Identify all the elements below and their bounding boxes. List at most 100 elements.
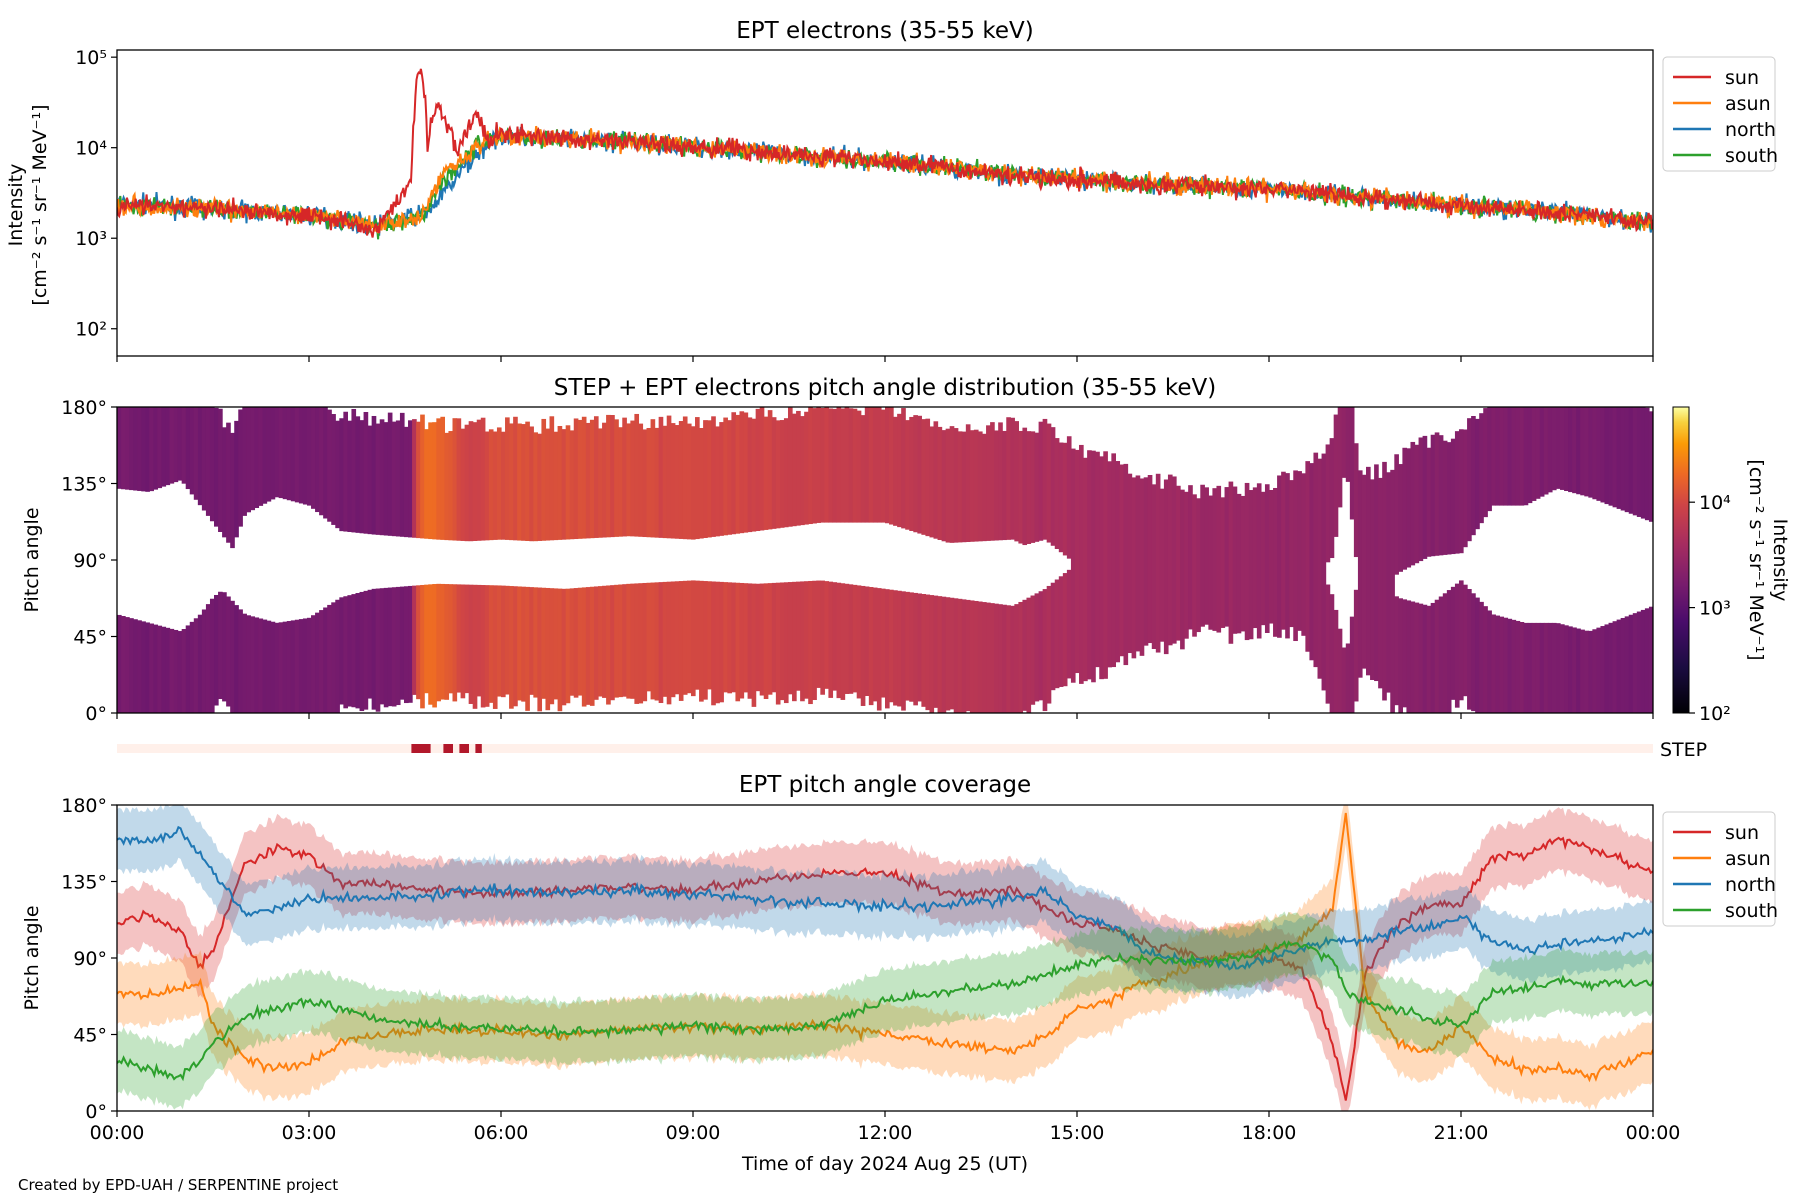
pad-heatmap-cell [464, 584, 470, 694]
pad-heatmap-cell [153, 407, 159, 490]
pad-heatmap-cell [286, 407, 292, 501]
pad-heatmap-cell [1370, 479, 1375, 680]
pad-heatmap-cell [1523, 407, 1529, 506]
coverage-y-tick-label: 90° [73, 948, 107, 970]
pad-heatmap-cell [901, 591, 906, 711]
pad-heatmap-cell [416, 421, 421, 539]
pad-heatmap-cell [351, 594, 357, 708]
pad-heatmap-cell [1062, 573, 1068, 687]
pad-heatmap-cell [505, 585, 510, 695]
pad-heatmap-cell [472, 584, 478, 709]
pad-heatmap-cell [1333, 609, 1339, 713]
pad-heatmap-cell [1576, 628, 1581, 713]
pad-heatmap-cell [1398, 598, 1403, 713]
pad-heatmap-cell [254, 407, 260, 509]
pad-heatmap-cell [375, 588, 381, 712]
pad-heatmap-cell [395, 586, 401, 706]
pad-heatmap-cell [145, 407, 150, 492]
pad-heatmap-cell [763, 416, 769, 530]
pad-heatmap-cell [929, 595, 935, 713]
pad-heatmap-cell [848, 408, 854, 523]
pad-heatmap-cell [1095, 451, 1100, 668]
pad-heatmap-cell [521, 586, 526, 702]
pad-heatmap-cell [1232, 486, 1238, 634]
pad-heatmap-cell [298, 619, 304, 713]
pad-heatmap-cell [1543, 407, 1549, 495]
pad-heatmap-cell [808, 580, 813, 705]
pad-heatmap-cell [889, 407, 894, 525]
pad-heatmap-cell [860, 585, 866, 706]
pad-heatmap-cell [832, 408, 838, 523]
pad-heatmap-cell [347, 595, 353, 707]
pad-heatmap-cell [937, 426, 943, 540]
x-axis-label: Time of day 2024 Aug 25 (UT) [741, 1153, 1028, 1175]
pad-heatmap-cell [1289, 480, 1294, 628]
pad-heatmap-cell [1200, 484, 1205, 627]
pad-heatmap-cell [703, 581, 708, 700]
pad-heatmap-cell [444, 584, 450, 700]
pad-heatmap-cell [460, 428, 466, 541]
pad-heatmap-cell [1560, 624, 1565, 713]
intensity-panel-title: EPT electrons (35-55 keV) [736, 18, 1033, 44]
pad-heatmap-cell [222, 427, 227, 538]
step-segment [411, 744, 431, 753]
pad-heatmap-cell [1507, 618, 1513, 713]
pad-heatmap-cell [496, 585, 502, 697]
pad-heatmap-cell [1034, 432, 1040, 542]
pad-heatmap-cell [1463, 584, 1468, 697]
coverage-y-label: Pitch angle [21, 905, 43, 1010]
pad-heatmap-cell [646, 582, 652, 692]
pad-heatmap-cell [1087, 450, 1092, 680]
pad-heatmap-cell [169, 407, 175, 484]
pad-heatmap-cell [1640, 407, 1646, 519]
pad-heatmap-cell [965, 599, 971, 712]
pad-heatmap-cell [1499, 616, 1505, 713]
pad-heatmap-cell [678, 581, 684, 701]
pad-heatmap-cell [658, 416, 664, 538]
pad-heatmap-cell [1608, 622, 1614, 713]
intensity-y-tick-label: 10² [75, 319, 107, 341]
pad-heatmap-cell [739, 582, 745, 699]
pad-heatmap-cell [1357, 470, 1363, 678]
pad-heatmap-cell [298, 407, 304, 504]
pad-heatmap-cell [517, 586, 522, 701]
pad-heatmap-cell [1058, 442, 1064, 553]
pad-heatmap-cell [674, 581, 680, 695]
pad-heatmap-cell [270, 407, 276, 500]
pad-heatmap-cell [893, 416, 898, 526]
coverage-panel-title: EPT pitch angle coverage [739, 772, 1031, 798]
pad-heatmap-cell [885, 407, 890, 524]
pad-heatmap-cell [1325, 444, 1331, 563]
pad-heatmap-cell [1620, 617, 1626, 713]
pad-heatmap-cell [707, 581, 712, 690]
pad-heatmap-cell [553, 431, 559, 541]
pad-heatmap-cell [262, 407, 268, 504]
pad-heatmap-cell [117, 614, 122, 713]
pad-heatmap-cell [1543, 622, 1549, 713]
pad-heatmap-cell [1568, 407, 1573, 493]
pad-heatmap-cell [1644, 608, 1650, 713]
pitch-angle-distribution-panel: STEP + EPT electrons pitch angle distrib… [21, 375, 1791, 725]
pad-heatmap-cell [363, 411, 369, 534]
pad-heatmap-cell [957, 431, 963, 543]
pad-heatmap-cell [1325, 584, 1331, 704]
pad-heatmap-cell [1079, 444, 1084, 684]
pad-heatmap-cell [428, 422, 433, 540]
pad-heatmap-cell [1483, 606, 1488, 713]
coverage-band-south [117, 911, 1653, 1110]
pad-heatmap-cell [448, 584, 454, 694]
pad-heatmap-cell [1616, 407, 1622, 509]
pad-heatmap-cell [371, 415, 377, 535]
pad-heatmap-cell [982, 602, 987, 713]
pad-heatmap-cell [189, 621, 195, 713]
step-segment [459, 744, 469, 753]
pad-heatmap-cell [662, 425, 668, 539]
pad-heatmap-cell [391, 587, 397, 707]
pad-heatmap-cell [844, 583, 850, 694]
pad-heatmap-cell [331, 602, 336, 713]
pad-heatmap-cell [424, 429, 429, 539]
pad-heatmap-cell [468, 421, 474, 542]
pad-heatmap-cell [286, 621, 292, 713]
pad-heatmap-cell [565, 425, 571, 540]
pad-heatmap-cell [266, 407, 272, 502]
